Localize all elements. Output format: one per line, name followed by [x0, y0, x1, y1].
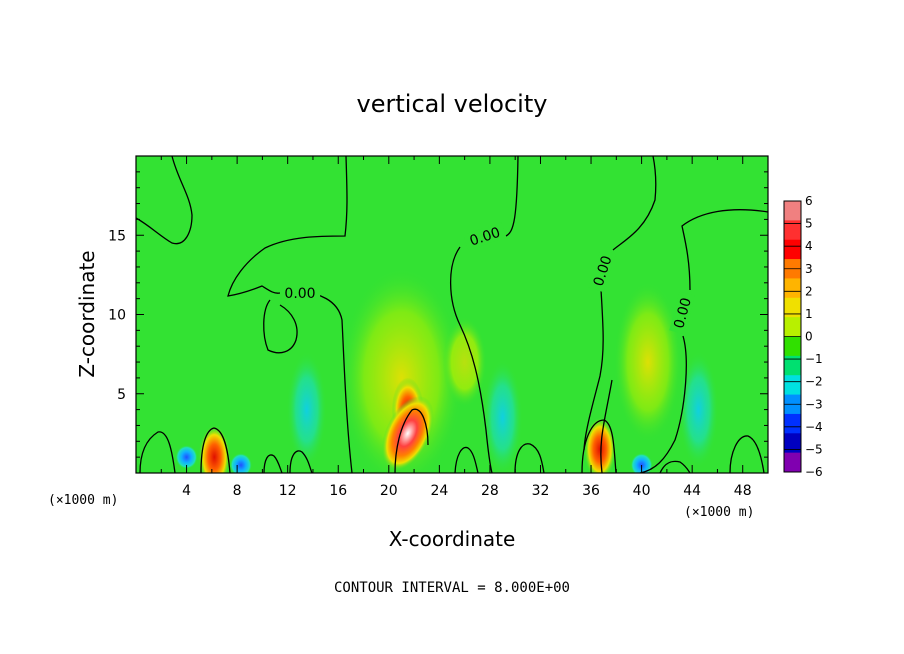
contour-label-bg	[463, 222, 507, 250]
field-features	[175, 267, 719, 473]
contour-line	[454, 446, 479, 473]
contour-line	[514, 443, 545, 473]
contour-lines	[136, 156, 768, 473]
y-axis-label: Z-coordinate	[75, 250, 99, 377]
contour-line	[449, 246, 493, 473]
contour-line	[227, 156, 348, 297]
contour-line	[263, 299, 298, 354]
colorbar-tick-label: 0	[805, 330, 813, 344]
downdraft-region	[482, 359, 523, 473]
x-axis-label: X-coordinate	[389, 527, 516, 551]
downdraft-region	[229, 453, 252, 473]
x-tick-label: 32	[532, 483, 550, 499]
contour-line	[136, 156, 193, 245]
colorbar-swatch	[784, 297, 801, 318]
y-tick-label: 5	[117, 387, 126, 403]
contour-label-bg	[588, 249, 616, 293]
colorbar-swatch	[784, 336, 801, 357]
updraft-halo	[613, 282, 682, 443]
contour-interval-label: CONTOUR INTERVAL = 8.000E+00	[334, 580, 570, 596]
colorbar-tick-label: 1	[805, 307, 813, 321]
updraft-region	[583, 417, 616, 473]
colorbar-swatch	[784, 220, 801, 241]
contour-line	[299, 292, 353, 473]
contour-line	[200, 427, 231, 473]
colorbar-swatch	[784, 413, 801, 434]
x-tick-label: 8	[233, 483, 242, 499]
x-axis-unit-left: (×1000 m)	[48, 493, 118, 508]
chart-title: vertical velocity	[357, 90, 548, 118]
colorbar-tick-label: −1	[805, 352, 823, 366]
contour-line	[612, 156, 657, 251]
colorbar-swatch	[784, 278, 801, 299]
colorbar-swatch	[784, 452, 801, 473]
colorbar-tick-label: −2	[805, 375, 823, 389]
x-tick-label: 20	[380, 483, 398, 499]
contour-line	[505, 156, 519, 237]
downdraft-region	[630, 453, 653, 473]
contour-label-bg	[280, 284, 320, 300]
x-tick-label: 48	[734, 483, 752, 499]
contour-label: 0.00	[284, 286, 315, 302]
colorbar-swatch	[784, 375, 801, 396]
y-tick-label: 15	[108, 228, 126, 244]
colorbar-swatch	[784, 317, 801, 337]
colorbar-tick-label: −6	[805, 465, 823, 479]
colorbar-tick-label: −3	[805, 397, 823, 411]
x-axis: 4 8 12 16 20 24 28 32 36 40 44 48	[160, 156, 752, 499]
contour-line	[581, 419, 617, 473]
colorbar-swatch	[784, 239, 801, 260]
updraft-region	[198, 425, 231, 473]
downdraft-region	[286, 351, 327, 468]
contour-line	[583, 269, 604, 451]
colorbar-tick-label: −4	[805, 420, 823, 434]
x-tick-label: 40	[633, 483, 651, 499]
x-tick-label: 4	[182, 483, 191, 499]
contour-line	[394, 408, 429, 473]
colorbar-tick-label: 3	[805, 262, 813, 276]
colorbar-tick-label: 2	[805, 284, 813, 298]
y-tick-label: 10	[108, 308, 126, 324]
colorbar: 6 5 4 3 2 1 0 −1 −2 −3 −4 −5 −6	[783, 194, 823, 479]
colorbar-tick-label: 4	[805, 239, 813, 253]
colorbar-tick-label: 5	[805, 217, 813, 231]
x-tick-label: 36	[582, 483, 600, 499]
contour-line	[600, 379, 613, 473]
contour-line	[729, 435, 765, 473]
x-tick-label: 44	[683, 483, 701, 499]
downdraft-region	[175, 445, 198, 470]
x-tick-label: 16	[329, 483, 347, 499]
contour-line	[659, 460, 691, 473]
x-tick-label: 28	[481, 483, 499, 499]
x-tick-label: 12	[279, 483, 297, 499]
plot-area	[136, 156, 768, 473]
contour-line	[263, 454, 283, 473]
x-tick-label: 24	[430, 483, 448, 499]
contour-label-bg	[669, 291, 696, 335]
colorbar-swatch	[784, 355, 801, 376]
y-axis: 5 10 15	[108, 171, 768, 458]
colorbar-tick-label: 6	[805, 194, 813, 208]
contour-line	[639, 335, 687, 473]
updraft-region	[381, 395, 434, 471]
colorbar-swatch	[784, 201, 801, 221]
contour-line	[681, 209, 768, 291]
downdraft-region	[678, 351, 719, 468]
colorbar-swatch	[784, 433, 801, 454]
contour-line	[139, 431, 176, 473]
contour-line	[289, 450, 313, 473]
contour-label: 0.00	[671, 296, 695, 330]
updraft-halo	[442, 317, 487, 408]
x-axis-unit-right: (×1000 m)	[684, 505, 754, 520]
colorbar-tick-label: −5	[805, 442, 823, 456]
